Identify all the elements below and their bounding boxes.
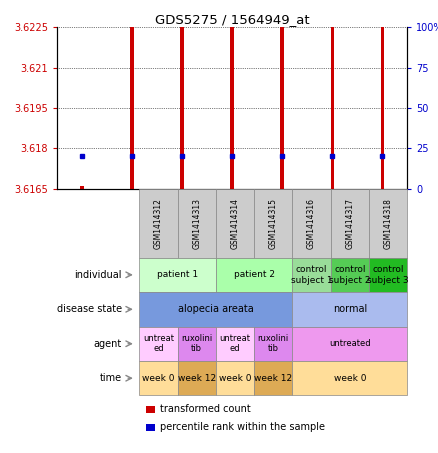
Text: disease state: disease state xyxy=(57,304,122,314)
Text: GSM1414315: GSM1414315 xyxy=(269,198,278,249)
Text: GSM1414314: GSM1414314 xyxy=(230,198,240,249)
Text: GSM1414316: GSM1414316 xyxy=(307,198,316,249)
Text: week 0: week 0 xyxy=(334,374,366,383)
Bar xyxy=(216,189,254,258)
Bar xyxy=(177,327,216,361)
Bar xyxy=(280,27,284,189)
Text: GSM1414312: GSM1414312 xyxy=(154,198,163,249)
Bar xyxy=(216,327,254,361)
Text: week 12: week 12 xyxy=(178,374,216,383)
Title: GDS5275 / 1564949_at: GDS5275 / 1564949_at xyxy=(155,13,310,26)
Bar xyxy=(293,361,407,395)
Bar xyxy=(254,361,293,395)
Bar xyxy=(254,189,293,258)
Bar xyxy=(216,361,254,395)
Bar xyxy=(331,189,369,258)
Text: untreat
ed: untreat ed xyxy=(219,334,251,353)
Text: GSM1414317: GSM1414317 xyxy=(346,198,354,249)
Text: control
subject 2: control subject 2 xyxy=(329,265,371,284)
Text: untreat
ed: untreat ed xyxy=(143,334,174,353)
Text: normal: normal xyxy=(333,304,367,314)
Text: GSM1414318: GSM1414318 xyxy=(384,198,393,249)
Bar xyxy=(293,327,407,361)
Text: week 12: week 12 xyxy=(254,374,293,383)
Bar xyxy=(177,361,216,395)
Bar xyxy=(293,292,407,327)
Text: week 0: week 0 xyxy=(142,374,175,383)
Bar xyxy=(139,361,177,395)
Bar xyxy=(254,327,293,361)
Text: control
subject 3: control subject 3 xyxy=(367,265,409,284)
Bar xyxy=(331,258,369,292)
Text: week 0: week 0 xyxy=(219,374,251,383)
Bar xyxy=(139,292,293,327)
Bar xyxy=(146,406,155,413)
Text: ruxolini
tib: ruxolini tib xyxy=(258,334,289,353)
Bar xyxy=(139,258,216,292)
Text: patient 1: patient 1 xyxy=(157,270,198,280)
Bar xyxy=(381,27,384,189)
Bar xyxy=(177,189,216,258)
Text: control
subject 1: control subject 1 xyxy=(291,265,332,284)
Text: time: time xyxy=(99,373,122,383)
Text: ruxolini
tib: ruxolini tib xyxy=(181,334,212,353)
Bar xyxy=(369,189,407,258)
Bar xyxy=(180,27,184,189)
Bar xyxy=(139,189,177,258)
Bar xyxy=(216,258,293,292)
Text: percentile rank within the sample: percentile rank within the sample xyxy=(160,422,325,432)
Bar xyxy=(80,186,84,189)
Bar xyxy=(130,27,134,189)
Text: agent: agent xyxy=(94,339,122,349)
Text: individual: individual xyxy=(74,270,122,280)
Bar xyxy=(293,189,331,258)
Bar xyxy=(139,327,177,361)
Bar xyxy=(369,258,407,292)
Bar xyxy=(230,27,234,189)
Bar xyxy=(331,27,334,189)
Text: patient 2: patient 2 xyxy=(233,270,275,280)
Text: transformed count: transformed count xyxy=(160,405,251,414)
Text: GSM1414313: GSM1414313 xyxy=(192,198,201,249)
Bar xyxy=(146,424,155,430)
Text: alopecia areata: alopecia areata xyxy=(178,304,254,314)
Bar xyxy=(293,258,331,292)
Text: untreated: untreated xyxy=(329,339,371,348)
